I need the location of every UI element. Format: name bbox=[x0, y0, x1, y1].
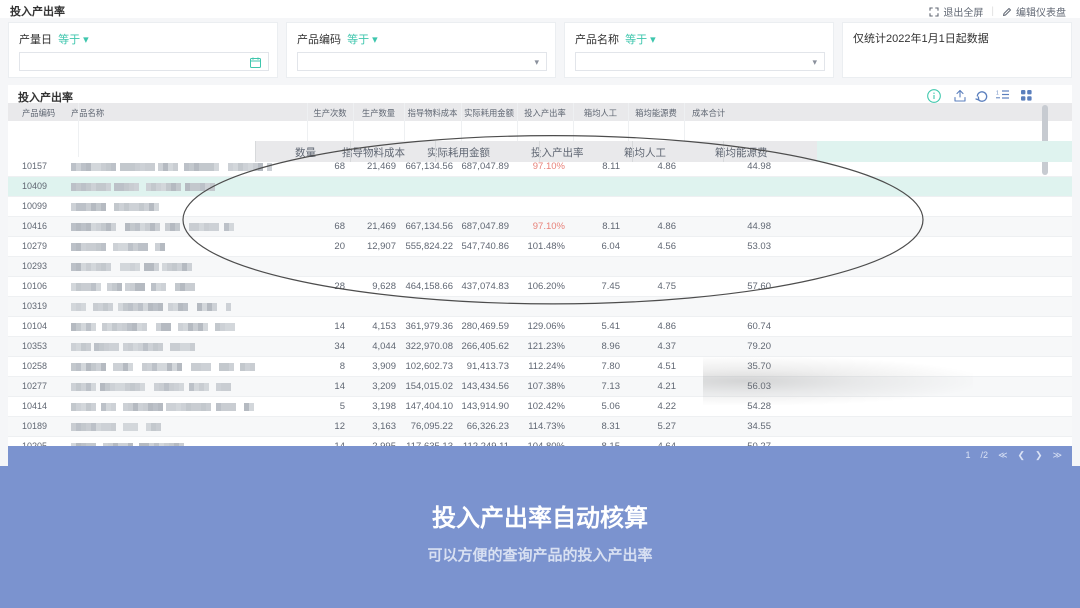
svg-text:1: 1 bbox=[996, 91, 999, 97]
